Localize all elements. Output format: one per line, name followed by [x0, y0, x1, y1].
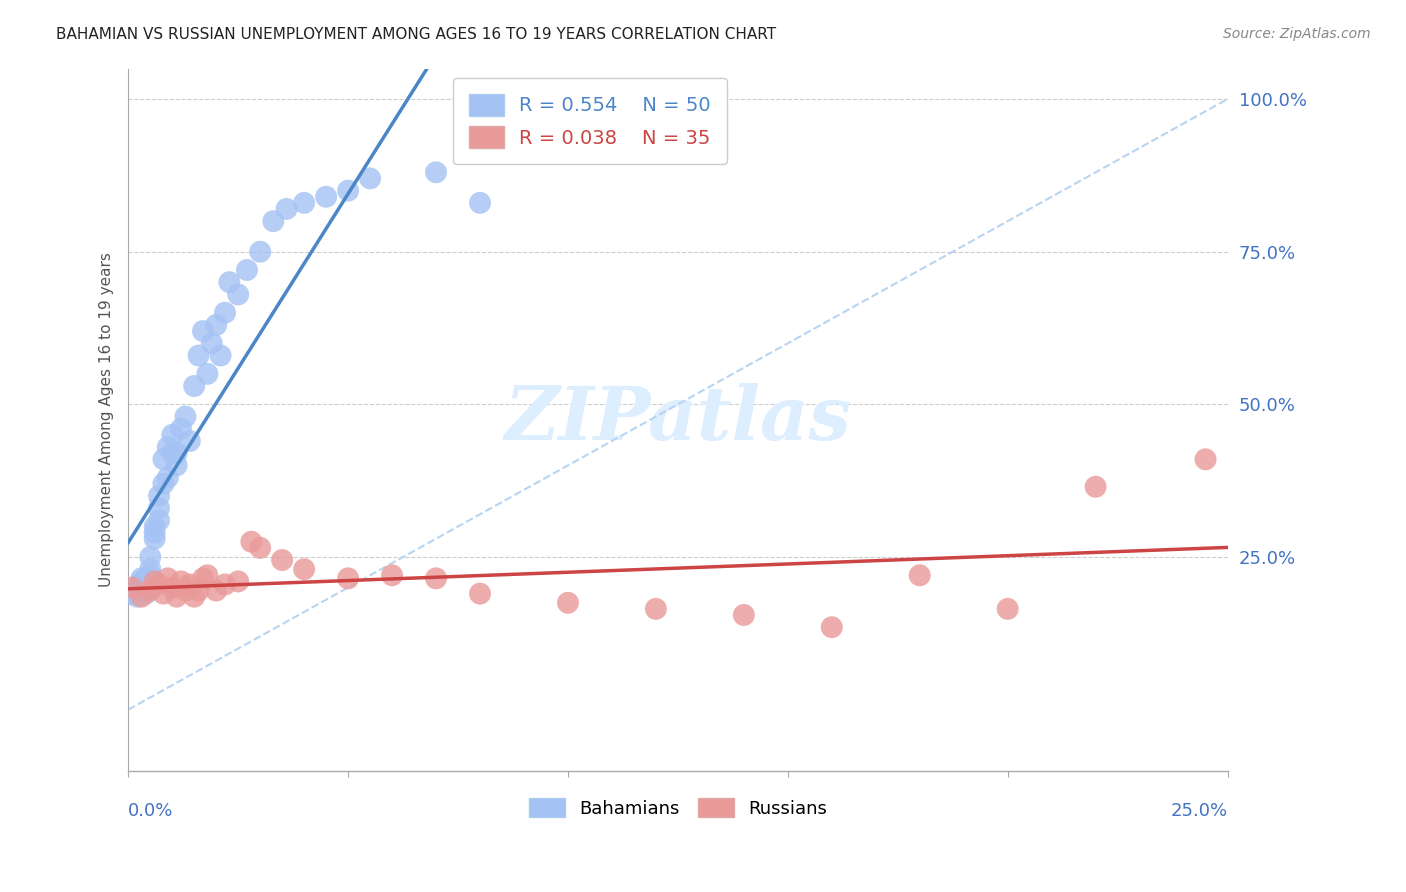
Point — [152, 476, 174, 491]
Y-axis label: Unemployment Among Ages 16 to 19 years: Unemployment Among Ages 16 to 19 years — [100, 252, 114, 587]
Point — [179, 434, 201, 448]
Point — [187, 583, 209, 598]
Point — [226, 287, 249, 301]
Point — [645, 602, 668, 616]
Point — [292, 195, 315, 210]
Point — [121, 581, 143, 595]
Point — [262, 214, 284, 228]
Point — [170, 574, 193, 589]
Point — [170, 422, 193, 436]
Point — [197, 568, 219, 582]
Point — [359, 171, 381, 186]
Point — [156, 571, 179, 585]
Point — [276, 202, 298, 216]
Point — [174, 409, 197, 424]
Point — [191, 324, 214, 338]
Text: Source: ZipAtlas.com: Source: ZipAtlas.com — [1223, 27, 1371, 41]
Point — [209, 349, 232, 363]
Point — [183, 590, 205, 604]
Point — [337, 184, 360, 198]
Point — [226, 574, 249, 589]
Point — [131, 574, 153, 589]
Point — [205, 318, 228, 332]
Point — [240, 534, 263, 549]
Point — [236, 263, 259, 277]
Point — [425, 571, 447, 585]
Point — [179, 577, 201, 591]
Point — [214, 577, 236, 591]
Point — [191, 571, 214, 585]
Text: BAHAMIAN VS RUSSIAN UNEMPLOYMENT AMONG AGES 16 TO 19 YEARS CORRELATION CHART: BAHAMIAN VS RUSSIAN UNEMPLOYMENT AMONG A… — [56, 27, 776, 42]
Text: 0.0%: 0.0% — [128, 802, 173, 821]
Point — [166, 590, 188, 604]
Point — [139, 581, 162, 595]
Point — [197, 367, 219, 381]
Point — [139, 562, 162, 576]
Point — [1194, 452, 1216, 467]
Point — [214, 306, 236, 320]
Point — [381, 568, 404, 582]
Point — [121, 586, 143, 600]
Point — [143, 574, 166, 589]
Point — [148, 513, 170, 527]
Point — [131, 590, 153, 604]
Point — [468, 195, 491, 210]
Point — [337, 571, 360, 585]
Point — [148, 577, 170, 591]
Point — [1084, 480, 1107, 494]
Point — [733, 607, 755, 622]
Point — [160, 428, 183, 442]
Point — [166, 458, 188, 473]
Point — [166, 446, 188, 460]
Point — [468, 586, 491, 600]
Point — [187, 349, 209, 363]
Point — [148, 501, 170, 516]
Point — [135, 586, 157, 600]
Point — [201, 336, 224, 351]
Point — [156, 440, 179, 454]
Point — [143, 525, 166, 540]
Point — [139, 583, 162, 598]
Point — [160, 446, 183, 460]
Point — [205, 583, 228, 598]
Point — [315, 190, 337, 204]
Point — [292, 562, 315, 576]
Point — [249, 541, 271, 555]
Point — [143, 519, 166, 533]
Point — [131, 571, 153, 585]
Point — [135, 571, 157, 585]
Point — [821, 620, 844, 634]
Legend: Bahamians, Russians: Bahamians, Russians — [522, 791, 834, 825]
Point — [131, 583, 153, 598]
Point — [139, 549, 162, 564]
Point — [156, 470, 179, 484]
Point — [425, 165, 447, 179]
Point — [183, 379, 205, 393]
Point — [174, 583, 197, 598]
Point — [908, 568, 931, 582]
Point — [271, 553, 294, 567]
Point — [152, 452, 174, 467]
Point — [160, 581, 183, 595]
Point — [997, 602, 1019, 616]
Point — [135, 581, 157, 595]
Point — [152, 586, 174, 600]
Point — [143, 532, 166, 546]
Point — [218, 275, 240, 289]
Point — [125, 581, 148, 595]
Text: ZIPatlas: ZIPatlas — [505, 384, 851, 456]
Point — [148, 489, 170, 503]
Text: 25.0%: 25.0% — [1170, 802, 1227, 821]
Point — [139, 568, 162, 582]
Point — [249, 244, 271, 259]
Point — [125, 590, 148, 604]
Point — [557, 596, 579, 610]
